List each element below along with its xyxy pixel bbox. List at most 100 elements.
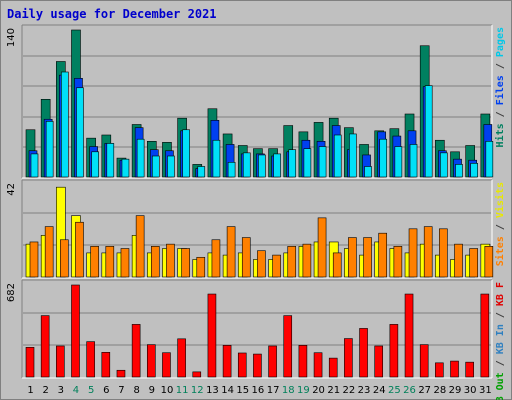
day-label: 31	[479, 385, 492, 396]
bar-sites-day-4	[75, 221, 84, 278]
bar-sites-day-1	[29, 241, 39, 278]
legend-entry: KB Out	[495, 372, 506, 400]
bar-kb-f-day-8	[131, 324, 141, 378]
bar-kb-f-day-7	[116, 369, 126, 378]
bar-kb-f-day-16	[253, 353, 262, 378]
legend-visits: Sites / Visits	[494, 182, 506, 266]
bar-sites-day-7	[120, 248, 130, 278]
day-label: 12	[191, 385, 204, 396]
legend-entry: Pages	[495, 27, 506, 57]
bar-pages-day-19	[303, 148, 312, 178]
bar-kb-f-day-12	[192, 371, 202, 378]
bar-pages-day-14	[227, 162, 236, 178]
legend-entry: /	[495, 354, 506, 372]
day-label: 4	[73, 385, 79, 396]
bar-pages-day-2	[45, 121, 54, 178]
bar-kb-f-day-6	[101, 352, 111, 378]
bar-sites-day-10	[166, 243, 175, 278]
bar-sites-day-3	[60, 239, 69, 278]
legend-entry: KB In	[495, 324, 506, 354]
day-label: 7	[118, 385, 124, 396]
bar-sites-day-18	[287, 246, 297, 278]
day-label: 22	[343, 385, 356, 396]
bar-kb-f-day-9	[146, 344, 156, 378]
bar-sites-day-6	[105, 246, 115, 278]
bar-kb-f-day-20	[313, 352, 323, 378]
bar-sites-day-9	[150, 246, 160, 278]
day-label: 23	[358, 385, 371, 396]
bar-pages-day-7	[121, 158, 130, 178]
day-label: 8	[133, 385, 139, 396]
legend-entry: KB F	[495, 282, 506, 306]
bar-kb-f-day-3	[56, 345, 65, 378]
bar-pages-day-11	[182, 129, 190, 178]
bar-pages-day-10	[167, 155, 175, 178]
bar-kb-f-day-21	[328, 357, 338, 378]
day-label: 20	[312, 385, 325, 396]
bar-sites-day-31	[484, 246, 494, 278]
legend-kbytes: KB Out / KB In / KB F	[495, 282, 506, 400]
bar-sites-day-13	[211, 239, 221, 278]
bar-sites-day-14	[226, 226, 236, 278]
bar-pages-day-6	[106, 143, 115, 178]
bar-sites-day-29	[454, 243, 463, 278]
day-label: 14	[221, 385, 234, 396]
bar-sites-day-27	[423, 226, 433, 278]
legend-entry: Visits	[494, 182, 506, 218]
day-label: 27	[418, 385, 431, 396]
bar-kb-f-day-19	[298, 344, 308, 378]
day-label: 1	[27, 385, 33, 396]
bar-pages-day-3	[61, 71, 69, 178]
legend-entry: Sites	[494, 236, 506, 266]
bar-pages-day-24	[379, 138, 388, 178]
day-label: 16	[252, 385, 265, 396]
bar-sites-day-25	[393, 246, 403, 278]
bar-pages-day-25	[394, 146, 403, 178]
day-label: 19	[297, 385, 310, 396]
bar-pages-day-18	[288, 149, 297, 178]
bar-kb-f-day-27	[419, 344, 429, 378]
bar-pages-day-17	[273, 153, 281, 178]
day-label: 9	[149, 385, 155, 396]
day-label: 5	[88, 385, 94, 396]
max-value-label: 42	[6, 183, 17, 196]
bar-sites-day-5	[90, 246, 99, 278]
bar-pages-day-1	[30, 153, 39, 178]
bar-sites-day-15	[241, 237, 251, 278]
bar-sites-day-24	[378, 232, 388, 278]
bar-sites-day-22	[348, 237, 357, 278]
bar-sites-day-17	[272, 254, 281, 278]
legend-entry: Files	[494, 75, 506, 105]
bar-kb-f-day-26	[404, 293, 414, 378]
bar-sites-day-16	[257, 250, 266, 278]
bar-kb-f-day-14	[222, 344, 232, 378]
bar-kb-f-day-4	[71, 284, 80, 378]
bar-kb-f-day-23	[359, 328, 368, 378]
bar-pages-day-21	[333, 134, 342, 178]
bar-pages-day-8	[136, 138, 145, 178]
bar-kb-f-day-29	[450, 360, 459, 378]
bar-pages-day-30	[470, 163, 478, 178]
legend-entry: /	[495, 105, 506, 123]
bar-sites-day-12	[196, 256, 206, 278]
bar-sites-day-20	[317, 217, 327, 278]
bar-sites-day-23	[363, 237, 372, 278]
day-label: 2	[42, 385, 48, 396]
bar-sites-day-30	[469, 248, 478, 278]
legend-entry: /	[495, 306, 506, 324]
day-label: 28	[433, 385, 446, 396]
bar-pages-day-31	[485, 141, 494, 178]
bar-pages-day-15	[242, 152, 251, 178]
bar-pages-day-28	[440, 152, 448, 178]
day-label: 17	[267, 385, 280, 396]
bar-kb-f-day-25	[389, 324, 399, 378]
legend-entry: Hits	[494, 123, 506, 147]
bar-kb-f-day-5	[86, 341, 95, 378]
bar-kb-f-day-10	[162, 352, 171, 378]
bar-kb-f-day-17	[268, 345, 277, 378]
day-label: 25	[388, 385, 401, 396]
max-value-label: 682	[6, 283, 17, 302]
bar-pages-day-23	[364, 166, 372, 178]
legend-hits: Hits / Files / Pages	[494, 27, 506, 147]
